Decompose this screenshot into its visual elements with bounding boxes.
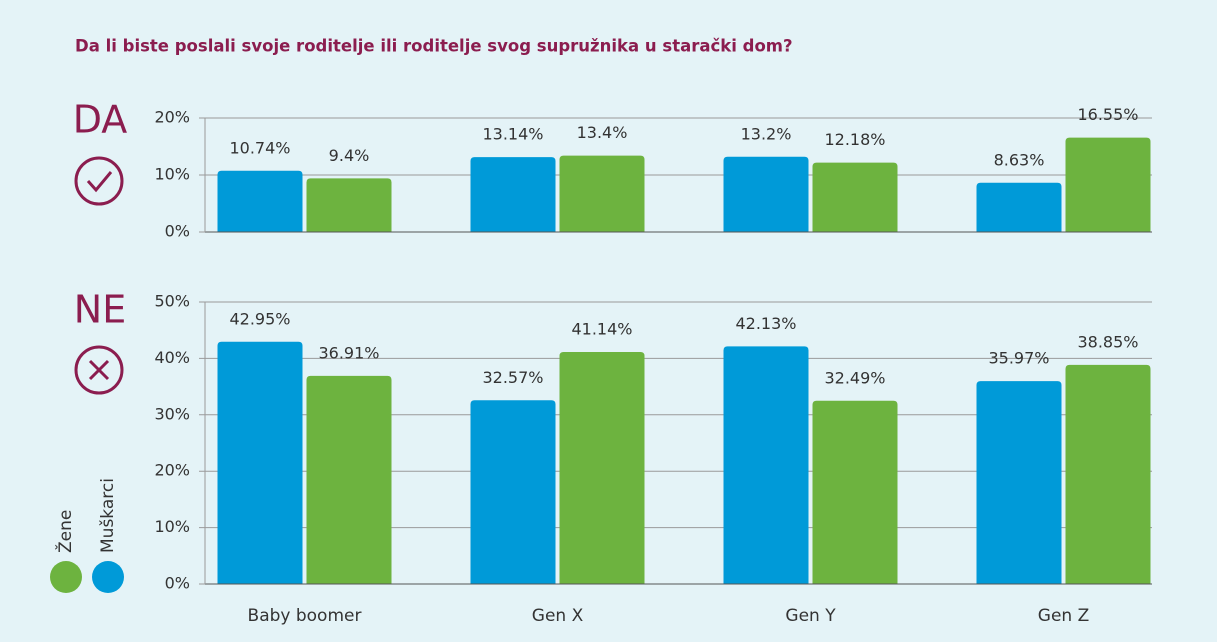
y-tick-label: 10% (154, 517, 190, 536)
bar (217, 341, 303, 584)
y-tick-label: 40% (154, 348, 190, 367)
bar (559, 155, 645, 232)
legend-swatch (50, 561, 82, 593)
legend-label: Žene (54, 510, 76, 553)
y-tick-label: 0% (165, 574, 190, 593)
value-label: 16.55% (1077, 105, 1138, 124)
value-label: 36.91% (318, 343, 379, 362)
check-icon (74, 156, 124, 206)
y-tick-label: 30% (154, 404, 190, 423)
y-tick-label: 20% (154, 461, 190, 480)
value-label: 38.85% (1077, 332, 1138, 351)
x-tick-label: Gen Z (1038, 606, 1089, 626)
bar (470, 157, 556, 232)
bar (812, 162, 898, 232)
value-label: 13.4% (577, 123, 628, 142)
value-label: 42.13% (735, 314, 796, 333)
bar (306, 375, 392, 584)
value-label: 32.57% (482, 368, 543, 387)
bar (306, 178, 392, 232)
y-tick-label: 10% (154, 165, 190, 184)
bar (976, 381, 1062, 584)
y-tick-label: 20% (154, 108, 190, 127)
legend-label: Muškarci (98, 478, 118, 553)
value-label: 42.95% (229, 309, 290, 328)
bar (559, 351, 645, 584)
panel-label: DA (73, 98, 128, 142)
bar (470, 400, 556, 584)
value-label: 41.14% (571, 319, 632, 338)
value-label: 8.63% (994, 150, 1045, 169)
x-tick-label: Baby boomer (248, 606, 362, 626)
value-label: 9.4% (329, 146, 370, 165)
chart-title: Da li biste poslali svoje roditelje ili … (75, 37, 793, 56)
x-tick-label: Gen X (532, 606, 584, 626)
value-label: 12.18% (824, 130, 885, 149)
x-tick-label: Gen Y (785, 606, 836, 626)
bar (976, 182, 1062, 232)
bar (723, 156, 809, 232)
legend-swatch (92, 561, 124, 593)
value-label: 13.2% (741, 124, 792, 143)
value-label: 32.49% (824, 368, 885, 387)
value-label: 13.14% (482, 125, 543, 144)
bar (812, 400, 898, 584)
bar (1065, 364, 1151, 584)
value-label: 10.74% (229, 138, 290, 157)
y-tick-label: 0% (165, 222, 190, 241)
x-icon (74, 345, 124, 395)
bar (723, 346, 809, 584)
bar (1065, 137, 1151, 232)
y-tick-label: 50% (154, 292, 190, 311)
bar (217, 170, 303, 232)
value-label: 35.97% (988, 349, 1049, 368)
panel-label: NE (74, 288, 126, 332)
